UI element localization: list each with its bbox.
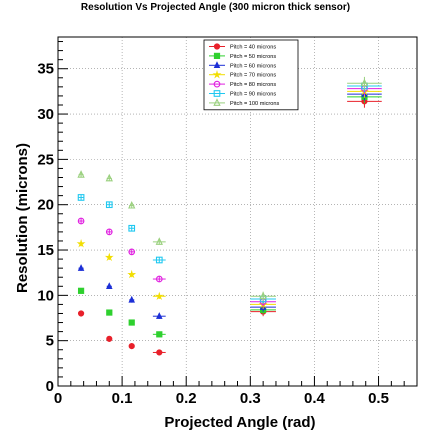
y-tick-label: 5 [46, 333, 54, 350]
data-point [156, 312, 163, 319]
legend-label: Pitch = 60 microns [230, 63, 276, 69]
legend-label: Pitch = 100 microns [230, 101, 279, 107]
legend-marker [213, 98, 221, 106]
y-tick-label: 25 [37, 151, 54, 168]
legend-marker [213, 80, 221, 88]
series-3 [77, 87, 382, 319]
data-point [77, 194, 85, 201]
data-point [105, 228, 113, 236]
x-tick-label: 0 [54, 390, 62, 407]
data-point [105, 173, 113, 182]
legend-label: Pitch = 90 microns [230, 92, 276, 98]
data-point [128, 224, 136, 232]
data-point [77, 310, 85, 317]
data-point [104, 252, 114, 262]
data-point [77, 170, 85, 178]
x-tick-label: 0.4 [304, 390, 326, 407]
x-axis-label: Projected Angle (rad) [164, 414, 315, 431]
legend-label: Pitch = 70 microns [230, 73, 276, 79]
data-point [128, 248, 136, 256]
legend-marker [212, 70, 222, 79]
data-point [128, 200, 136, 209]
y-tick-label: 0 [46, 378, 54, 395]
y-tick-label: 35 [37, 61, 54, 78]
series-6 [77, 79, 382, 304]
data-point [76, 238, 86, 248]
data-series [76, 76, 382, 356]
axis-ticks: 0 0.1 0.2 0.3 0.4 0.5 0 5 10 15 20 25 30 35 [37, 41, 405, 407]
data-point [77, 264, 85, 271]
x-tick-label: 0.2 [176, 390, 197, 407]
data-point [128, 343, 135, 350]
legend-label: Pitch = 40 microns [230, 45, 276, 51]
data-point [154, 291, 164, 301]
data-point [259, 291, 267, 300]
data-point [155, 256, 163, 264]
x-tick-label: 0.3 [240, 390, 261, 407]
legend-marker [213, 90, 221, 97]
data-point [128, 319, 135, 326]
grid-lines [58, 37, 417, 386]
x-tick-label: 0.1 [112, 390, 133, 407]
y-tick-label: 15 [37, 242, 54, 259]
legend-marker [213, 52, 221, 59]
data-point [77, 217, 85, 225]
legend-marker [213, 61, 221, 68]
y-axis-label: Resolution (microns) [14, 143, 31, 293]
data-point [106, 335, 113, 342]
legend-marker [213, 43, 221, 50]
series-2 [77, 90, 382, 338]
data-point [105, 201, 113, 209]
y-tick-label: 20 [37, 197, 54, 214]
data-point [128, 295, 136, 303]
legend-label: Pitch = 50 microns [230, 54, 276, 60]
data-point [155, 237, 163, 245]
data-point [77, 287, 85, 294]
y-tick-label: 30 [37, 106, 54, 123]
x-tick-label: 0.5 [368, 390, 389, 407]
data-point [156, 349, 163, 356]
series-7 [77, 76, 382, 301]
legend: Pitch = 40 microns Pitch = 50 microns Pitc… [203, 39, 299, 111]
series-4 [76, 85, 382, 309]
legend-label: Pitch = 80 microns [230, 82, 276, 88]
data-point [156, 331, 163, 338]
series-5 [77, 82, 382, 307]
data-point [106, 282, 113, 289]
y-tick-label: 10 [37, 287, 54, 304]
series-1 [77, 95, 382, 356]
data-point [155, 275, 163, 283]
data-point [127, 269, 137, 279]
data-point [360, 78, 369, 87]
data-point [106, 309, 113, 316]
chart-title: Resolution Vs Projected Angle (300 micro… [80, 2, 351, 13]
